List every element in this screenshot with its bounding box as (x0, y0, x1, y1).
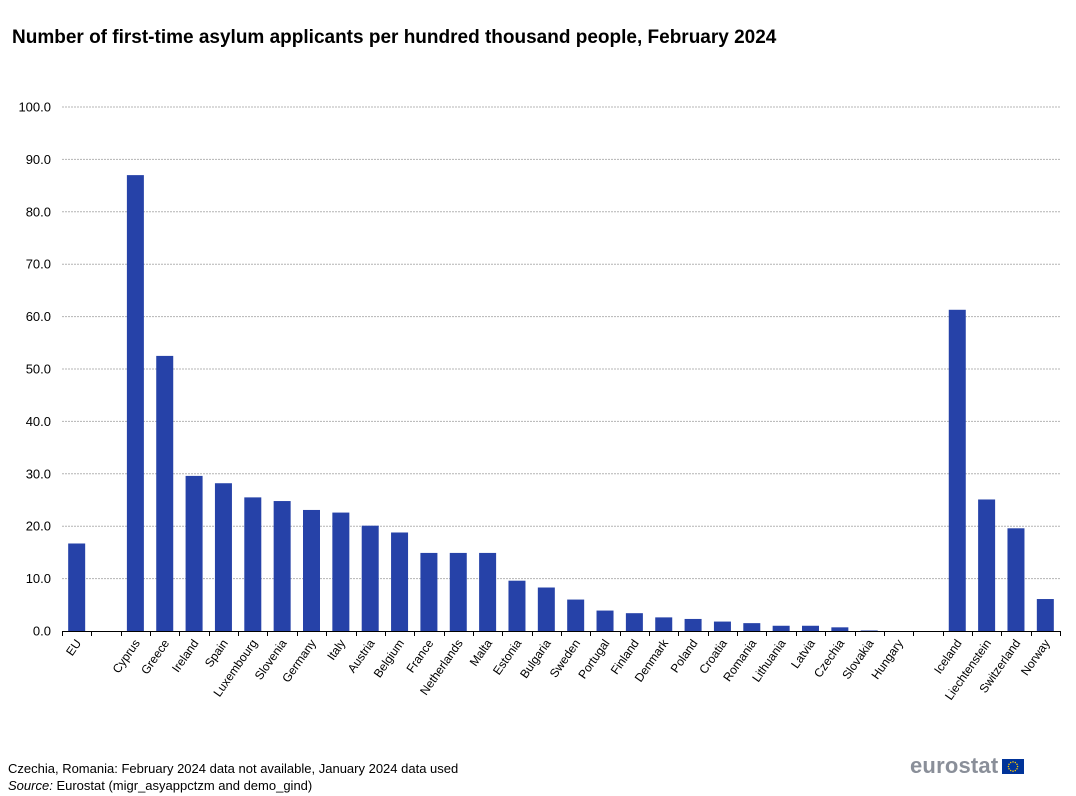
bar (1007, 528, 1025, 631)
y-tick-label: 50.0 (26, 362, 51, 377)
bar (479, 552, 497, 631)
y-tick-label: 10.0 (26, 571, 51, 586)
bars (68, 175, 1054, 631)
x-tick-label: Latvia (788, 636, 818, 671)
bar (802, 625, 819, 631)
eurostat-logo: eurostat (910, 753, 1025, 779)
bar (655, 617, 673, 631)
bar (713, 621, 731, 631)
x-tick-label: Norway (1018, 637, 1053, 678)
x-tick-label: Greece (138, 636, 172, 677)
bar (68, 543, 86, 631)
flag-star (1008, 767, 1011, 770)
y-tick-label: 90.0 (26, 152, 51, 167)
bar (244, 497, 262, 631)
bar (156, 355, 174, 631)
bar (567, 599, 585, 631)
y-tick-label: 20.0 (26, 519, 51, 534)
bar (596, 610, 614, 631)
bar (860, 630, 878, 631)
bar (391, 532, 409, 631)
y-tick-label: 0.0 (33, 624, 51, 639)
x-tick-label: Cyprus (110, 637, 143, 676)
data-note: Czechia, Romania: February 2024 data not… (8, 761, 459, 776)
gridlines (62, 106, 1060, 580)
bar (537, 587, 555, 631)
x-tick-label: Spain (202, 637, 231, 670)
bar (625, 613, 643, 631)
y-tick-label: 80.0 (26, 204, 51, 219)
x-tick-label: Poland (668, 637, 701, 676)
flag-star (1008, 762, 1011, 765)
chart-title: Number of first-time asylum applicants p… (12, 27, 777, 48)
flag-star (1008, 765, 1010, 767)
x-tick-label: Malta (467, 636, 495, 668)
bar (743, 623, 761, 631)
source-text: Eurostat (migr_asyappctzm and demo_gind) (56, 778, 313, 793)
x-tick-label: Italy (324, 637, 348, 663)
x-tick-label: EU (63, 637, 84, 659)
bar (978, 499, 996, 631)
source-line: Source: Eurostat (migr_asyappctzm and de… (8, 777, 458, 794)
flag-star (1012, 769, 1015, 772)
y-tick-label: 60.0 (26, 309, 51, 324)
flag-star (1010, 761, 1012, 763)
flag-star (1012, 760, 1015, 763)
bar (185, 475, 203, 631)
eu-flag-icon (1002, 758, 1025, 774)
bar (303, 509, 320, 631)
footnote: Czechia, Romania: February 2024 data not… (8, 760, 458, 794)
bar (948, 309, 966, 631)
x-tick-label: Ireland (169, 637, 202, 675)
bar (831, 627, 849, 631)
bar (214, 483, 232, 631)
bar (273, 501, 291, 631)
x-tick-label: Belgium (371, 637, 407, 681)
bar (508, 580, 526, 631)
bar (449, 552, 467, 631)
logo-text: eurostat (910, 753, 999, 778)
flag-star (1014, 769, 1017, 771)
flag-star (1016, 767, 1019, 770)
bar (420, 552, 438, 631)
flag-star (1014, 761, 1017, 763)
y-tick-label: 70.0 (26, 257, 51, 272)
bar (361, 525, 379, 631)
y-axis-tick-labels: 0.0 10.0 20.0 30.0 40.0 50.0 60.0 70.0 80.0 90.0 1… (18, 100, 51, 639)
bar (684, 618, 702, 631)
flag-star (1010, 769, 1012, 771)
flag-star (1017, 765, 1019, 767)
y-tick-label: 30.0 (26, 466, 51, 481)
source-label: Source: (8, 778, 53, 793)
bar (772, 625, 790, 631)
y-tick-label: 100.0 (18, 100, 51, 115)
x-axis (62, 631, 1061, 636)
bar (1036, 599, 1054, 631)
bar (332, 512, 350, 631)
flag-star (1016, 762, 1019, 765)
y-tick-label: 40.0 (26, 414, 51, 429)
bar-chart: 0.0 10.0 20.0 30.0 40.0 50.0 60.0 70.0 80.0 90.0 1… (18, 100, 1061, 703)
bar (126, 175, 144, 631)
